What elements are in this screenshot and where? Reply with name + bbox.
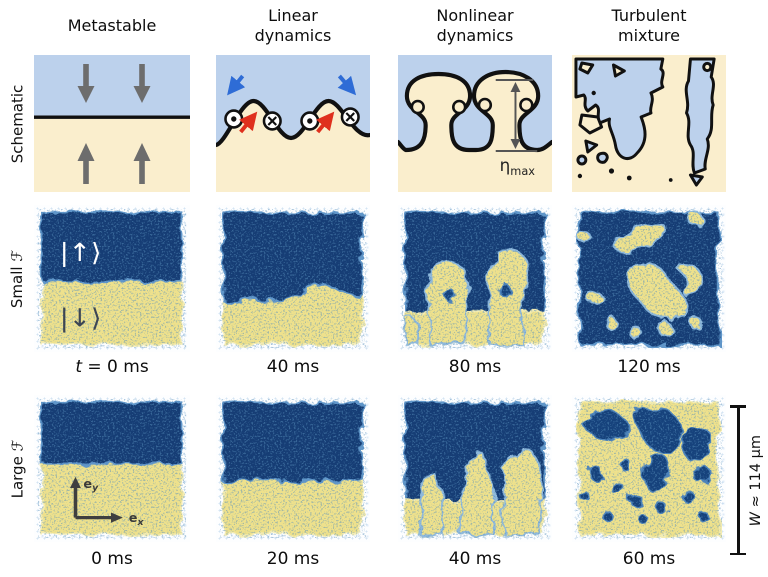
scale-bracket-bottom-cap (730, 552, 746, 556)
time-label-large-40ms: 40 ms (448, 549, 502, 569)
schematic-panel-turbulent-mixture (572, 55, 726, 192)
ket-up-label: |↑⟩ (60, 239, 102, 268)
column-title-turbulent-mixture: Turbulent mixture (611, 6, 687, 45)
image-panel-large-f-0ms: ey ex (34, 395, 190, 542)
vortex-in-icon (340, 107, 360, 127)
upflow-red-arrow-icon (239, 111, 258, 134)
flat-interface-line (34, 115, 190, 119)
row-label-small-f: Small ℱ (8, 249, 27, 308)
column-title-metastable: Metastable (67, 16, 157, 36)
vortex-out-icon (224, 109, 244, 129)
image-panel-small-f-0ms: |↑⟩ |↓⟩ (34, 205, 190, 352)
image-panel-small-f-40ms (216, 205, 370, 352)
schematic-panel-nonlinear-dynamics: ηmax (398, 55, 552, 192)
image-panel-small-f-120ms (572, 205, 726, 352)
upflow-red-arrow-icon (316, 111, 335, 134)
turbulent-blue-strip (684, 57, 716, 175)
vortex-out-icon (300, 111, 320, 131)
plume-interface-line (398, 69, 552, 153)
schematic-panel-linear-dynamics (216, 55, 370, 192)
flow-down-arrow-icon (77, 64, 151, 103)
image-panel-large-f-60ms (572, 395, 726, 542)
time-label-large-0ms: 0 ms (91, 549, 133, 569)
vortex-in-icon (262, 111, 282, 131)
column-title-linear-dynamics: Linear dynamics (254, 6, 332, 45)
ink-dot (577, 90, 673, 182)
image-panel-small-f-80ms (398, 205, 552, 352)
downflow-blue-arrow-icon (227, 74, 246, 96)
coordinate-axes-icon (70, 476, 123, 523)
time-label-large-20ms: 20 ms (266, 549, 320, 569)
downflow-blue-arrow-icon (337, 74, 357, 96)
plume-curl-icon (410, 97, 534, 115)
wavy-interface-line (216, 98, 370, 148)
blue-droplet (576, 139, 704, 187)
scale-bar-label: W ≈ 114 μm (747, 435, 764, 527)
eta-max-label: ηmax (500, 155, 536, 178)
scale-bracket: W ≈ 114 μm (726, 398, 768, 564)
image-panel-large-f-40ms (398, 395, 552, 542)
time-label-small-80ms: 80 ms (448, 357, 502, 377)
ket-down-label: |↓⟩ (60, 304, 102, 333)
axis-x-label: ex (129, 511, 145, 528)
scale-bracket-line (737, 405, 740, 555)
flow-up-arrow-icon (77, 143, 151, 184)
column-title-nonlinear-dynamics: Nonlinear dynamics (436, 6, 514, 45)
upper-fluid-region (34, 55, 190, 117)
schematic-panel-metastable (34, 55, 190, 192)
amplitude-measure-arrow-icon (495, 79, 538, 152)
time-label-large-60ms: 60 ms (622, 549, 676, 569)
time-label-small-40ms: 40 ms (266, 357, 320, 377)
lower-fluid-region (34, 119, 190, 192)
time-label-small-0ms: t = 0 ms (75, 357, 149, 377)
turbulent-blue-mass (574, 57, 665, 161)
axis-y-label: ey (83, 476, 99, 493)
time-label-small-120ms: 120 ms (617, 357, 681, 377)
row-label-large-f: Large ℱ (8, 439, 26, 498)
cream-island (578, 61, 713, 135)
image-panel-large-f-20ms (216, 395, 370, 542)
row-label-schematic: Schematic (8, 84, 27, 163)
